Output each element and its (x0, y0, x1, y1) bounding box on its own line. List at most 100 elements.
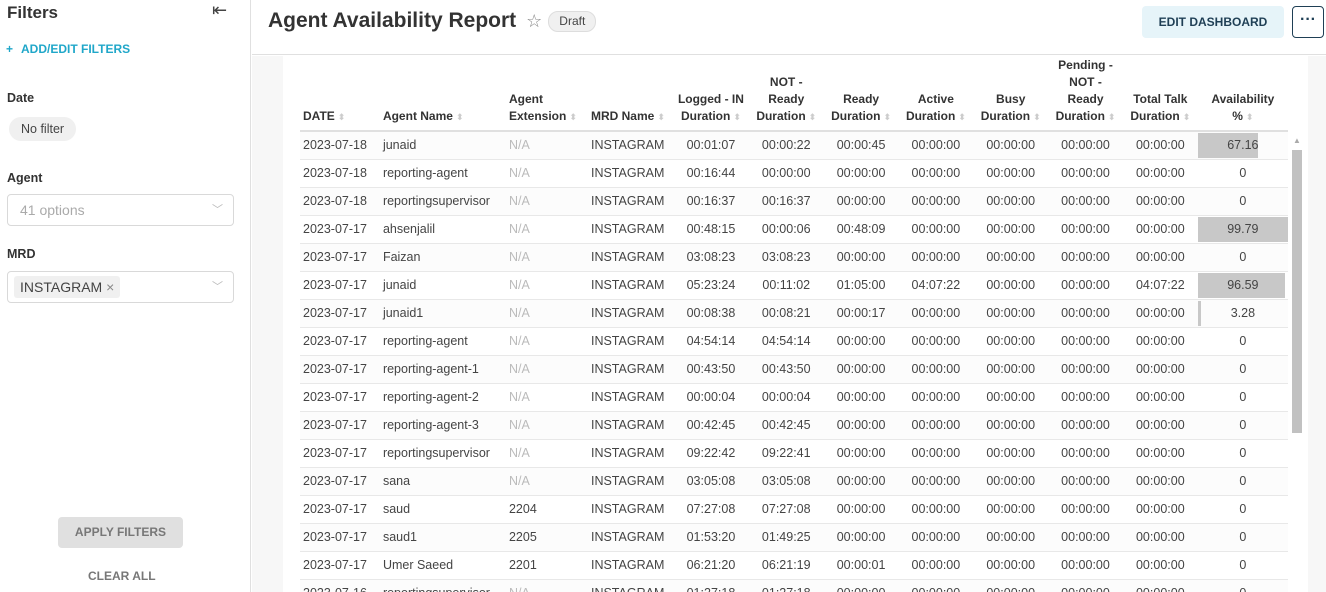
table-cell: 00:00:00 (898, 131, 974, 160)
apply-filters-button[interactable]: APPLY FILTERS (58, 517, 183, 548)
table-cell: 00:00:00 (973, 383, 1049, 412)
favorite-star-icon[interactable]: ☆ (526, 10, 543, 31)
mrd-tag: INSTAGRAM × (14, 276, 121, 298)
availability-value: 0 (1239, 418, 1247, 432)
table-cell: 00:00:00 (898, 383, 974, 412)
table-cell: 00:00:00 (1048, 467, 1123, 496)
availability-bar (1197, 133, 1259, 158)
table-cell: 00:08:38 (673, 299, 749, 328)
table-cell: N/A (505, 355, 588, 384)
column-header[interactable]: Pending - NOT - Ready Duration ⬍ (1048, 56, 1123, 132)
remove-tag-icon[interactable]: × (106, 279, 115, 295)
table-cell: 2023-07-18 (300, 187, 380, 216)
table-cell: 67.16 (1197, 131, 1288, 160)
scrollbar[interactable]: ▲ (1291, 134, 1303, 592)
collapse-sidebar-icon[interactable]: ⇤ (212, 0, 228, 20)
scrollbar-thumb[interactable] (1292, 150, 1302, 433)
column-header[interactable]: NOT - Ready Duration ⬍ (748, 56, 824, 132)
column-header[interactable]: DATE ⬍ (300, 56, 380, 132)
table-cell: 00:00:00 (1048, 131, 1123, 160)
column-header-label: Active Duration (905, 92, 956, 123)
agent-select[interactable]: 41 options ﹀ (7, 194, 234, 226)
table-cell: 00:00:00 (823, 355, 899, 384)
sort-icon[interactable]: ⬍ (1245, 112, 1254, 122)
table-cell: 00:00:00 (973, 159, 1049, 188)
table-cell: INSTAGRAM (587, 215, 674, 244)
table-cell: 2023-07-17 (300, 523, 380, 552)
table-cell: 0 (1197, 439, 1288, 468)
sort-icon[interactable]: ⬍ (808, 112, 817, 122)
column-header[interactable]: Agent Name ⬍ (379, 56, 506, 132)
table-cell: 07:27:08 (673, 495, 749, 524)
table-cell: 00:16:44 (673, 159, 749, 188)
table-cell: 00:00:06 (748, 215, 824, 244)
table-cell: 00:00:00 (898, 411, 974, 440)
column-header[interactable]: MRD Name ⬍ (587, 56, 674, 132)
table-cell: 2023-07-17 (300, 243, 380, 272)
dashboard-content: DATE ⬍ Agent Name ⬍ Agent Extension ⬍ MRD Name… (252, 56, 1326, 592)
table-cell: junaid (379, 131, 506, 160)
column-header[interactable]: Ready Duration ⬍ (823, 56, 899, 132)
table-cell: ahsenjalil (379, 215, 506, 244)
table-cell: 2023-07-18 (300, 159, 380, 188)
clear-all-button[interactable]: CLEAR ALL (88, 569, 156, 583)
table-cell: N/A (505, 243, 588, 272)
status-badge[interactable]: Draft (548, 10, 597, 32)
table-cell: reporting-agent-1 (379, 355, 506, 384)
table-cell: 00:43:50 (748, 355, 824, 384)
sort-icon[interactable]: ⬍ (337, 112, 346, 122)
column-header[interactable]: Logged - IN Duration ⬍ (673, 56, 749, 132)
table-cell: 3.28 (1197, 299, 1288, 328)
table-cell: N/A (505, 467, 588, 496)
table-cell: 0 (1197, 467, 1288, 496)
table-cell: 00:00:00 (1048, 383, 1123, 412)
sort-icon[interactable]: ⬍ (733, 112, 741, 122)
availability-value: 0 (1239, 166, 1247, 180)
add-filters-label: ADD/EDIT FILTERS (21, 42, 131, 56)
table-cell: 2023-07-18 (300, 131, 380, 160)
table-cell: Faizan (379, 243, 506, 272)
sort-icon[interactable]: ⬍ (1107, 112, 1116, 122)
column-header[interactable]: Busy Duration ⬍ (973, 56, 1049, 132)
availability-bar (1197, 272, 1285, 298)
table-cell: 2023-07-16 (300, 579, 380, 592)
table-cell: INSTAGRAM (587, 523, 674, 552)
mrd-select[interactable]: INSTAGRAM × ﹀ (7, 271, 234, 303)
column-header[interactable]: Agent Extension ⬍ (505, 56, 588, 132)
page-title: Agent Availability Report (268, 9, 517, 32)
column-header[interactable]: Total Talk Duration ⬍ (1122, 56, 1198, 132)
date-filter-chip[interactable]: No filter (9, 117, 77, 141)
sort-icon[interactable]: ⬍ (883, 112, 892, 122)
add-edit-filters-button[interactable]: + ADD/EDIT FILTERS (6, 42, 130, 56)
table-cell: 06:21:20 (673, 551, 749, 580)
table-cell: 00:00:00 (973, 439, 1049, 468)
table-cell: 0 (1197, 355, 1288, 384)
table-cell: 00:00:04 (748, 383, 824, 412)
sort-icon[interactable]: ⬍ (569, 112, 577, 122)
table-row: 2023-07-17 reporting-agent-2 N/A INSTAGRAM 0… (300, 383, 1288, 412)
sort-icon[interactable]: ⬍ (657, 112, 665, 122)
table-cell: 00:00:00 (748, 159, 824, 188)
report-table-panel: DATE ⬍ Agent Name ⬍ Agent Extension ⬍ MRD Name… (283, 56, 1308, 592)
column-header[interactable]: Availability % ⬍ (1197, 56, 1288, 132)
more-options-button[interactable]: ··· (1292, 6, 1324, 38)
scroll-up-icon[interactable]: ▲ (1293, 136, 1301, 145)
table-cell: 05:23:24 (673, 271, 749, 300)
table-row: 2023-07-17 reportingsupervisor N/A INSTAGRA… (300, 439, 1288, 468)
table-cell: reportingsupervisor (379, 187, 506, 216)
table-cell: INSTAGRAM (587, 439, 674, 468)
table-cell: N/A (505, 411, 588, 440)
sort-icon[interactable]: ⬍ (1182, 112, 1191, 122)
sort-icon[interactable]: ⬍ (455, 112, 464, 122)
column-header[interactable]: Active Duration ⬍ (898, 56, 974, 132)
table-cell: 2023-07-17 (300, 551, 380, 580)
table-cell: 0 (1197, 243, 1288, 272)
table-cell: INSTAGRAM (587, 131, 674, 160)
table-cell: N/A (505, 327, 588, 356)
sort-icon[interactable]: ⬍ (1033, 112, 1041, 122)
dashboard-header: Agent Availability Report ☆ Draft EDIT D… (252, 0, 1326, 55)
edit-dashboard-button[interactable]: EDIT DASHBOARD (1142, 6, 1284, 38)
table-cell: 01:27:18 (673, 579, 749, 592)
table-cell: 00:01:07 (673, 131, 749, 160)
sort-icon[interactable]: ⬍ (958, 112, 966, 122)
